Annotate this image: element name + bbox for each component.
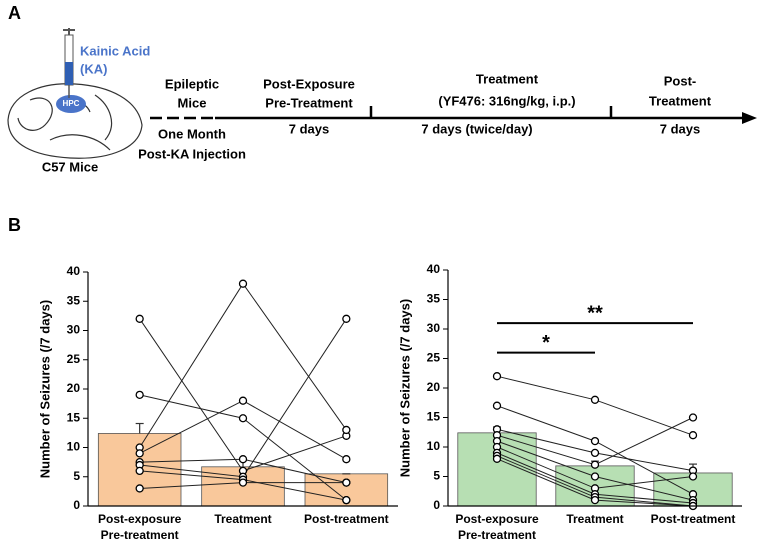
subject-point xyxy=(238,455,248,464)
subject-point xyxy=(590,495,600,505)
y-tick-label: 30 xyxy=(67,323,81,337)
syringe xyxy=(63,28,75,98)
mouse-label: C57 Mice xyxy=(42,159,98,174)
stage-time: 7 days (twice/day) xyxy=(421,121,532,136)
subject-point xyxy=(238,279,248,288)
panel-label: A xyxy=(8,3,21,23)
subject-point xyxy=(342,455,351,464)
y-tick-label: 20 xyxy=(427,380,441,394)
y-tick-label: 10 xyxy=(427,439,441,453)
subject-point xyxy=(590,436,600,446)
x-tick-label: Treatment xyxy=(566,512,623,526)
subject-point xyxy=(238,478,248,487)
stage-label: Post-Exposure xyxy=(263,76,355,91)
stage-label: (YF476: 316ng/kg, i.p.) xyxy=(438,93,575,108)
subject-point xyxy=(135,390,144,400)
stage-time: One Month xyxy=(158,126,226,141)
y-tick-label: 25 xyxy=(67,352,81,366)
x-tick-label: Post-treatment xyxy=(651,512,736,526)
x-tick-label: Post-treatment xyxy=(304,512,389,526)
y-tick-label: 10 xyxy=(67,440,81,454)
y-tick-label: 30 xyxy=(427,321,441,335)
x-tick-label: Post-exposure xyxy=(455,512,539,526)
y-tick-label: 5 xyxy=(433,469,440,483)
stage-label: Mice xyxy=(178,95,207,110)
hpc-label: HPC xyxy=(63,99,80,108)
subject-point xyxy=(492,401,502,410)
stage-time: 7 days xyxy=(289,121,329,136)
y-tick-label: 40 xyxy=(427,262,441,276)
y-tick-label: 25 xyxy=(427,351,441,365)
subject-line xyxy=(496,375,694,436)
stage-label: Epileptic xyxy=(165,76,219,91)
subject-point xyxy=(688,472,698,481)
stage-label: Pre-Treatment xyxy=(265,95,353,110)
subject-point xyxy=(342,495,351,505)
subject-point xyxy=(492,454,502,463)
brain-sketch xyxy=(7,83,143,159)
x-tick-label: Post-exposure xyxy=(98,512,182,526)
y-tick-label: 35 xyxy=(427,292,441,306)
subject-point xyxy=(492,372,502,381)
stage-label: Treatment xyxy=(649,93,712,108)
subject-point xyxy=(688,431,698,440)
subject-point xyxy=(590,395,600,404)
drug-label: Kainic Acid xyxy=(80,43,150,58)
timeline-arrow xyxy=(742,112,757,124)
x-tick-label: Treatment xyxy=(214,512,271,526)
subject-point xyxy=(238,414,248,423)
subject-point xyxy=(135,484,144,493)
subject-point xyxy=(342,478,351,487)
subject-point xyxy=(688,413,698,422)
subject-point xyxy=(590,472,600,481)
subject-point xyxy=(590,448,600,458)
subject-point xyxy=(135,314,144,323)
stage-time: Post-KA Injection xyxy=(138,146,246,161)
significance-label: * xyxy=(542,332,550,354)
y-tick-label: 40 xyxy=(67,264,81,278)
panel-label: B xyxy=(8,215,21,235)
drug-abbr: (KA) xyxy=(80,61,107,76)
significance-label: ** xyxy=(587,302,603,324)
subject-point xyxy=(135,466,144,476)
stage-label: Treatment xyxy=(476,71,539,86)
x-tick-label: Pre-treatment xyxy=(458,528,536,539)
subject-point xyxy=(342,314,351,323)
stage-label: Post- xyxy=(664,73,697,88)
y-axis-label: Number of Seizures (/7 days) xyxy=(37,300,52,478)
y-tick-label: 0 xyxy=(433,498,440,512)
subject-point xyxy=(238,396,248,405)
y-tick-label: 15 xyxy=(427,410,441,424)
x-tick-label: Pre-treatment xyxy=(101,528,179,539)
y-tick-label: 20 xyxy=(67,381,81,395)
stage-time: 7 days xyxy=(660,121,700,136)
y-tick-label: 35 xyxy=(67,293,81,307)
subject-point xyxy=(590,460,600,469)
hpc-region xyxy=(56,95,86,113)
y-tick-label: 15 xyxy=(67,410,81,424)
y-tick-label: 5 xyxy=(73,469,80,483)
subject-point xyxy=(342,425,351,435)
subject-point xyxy=(135,449,144,458)
y-tick-label: 0 xyxy=(73,498,80,512)
y-axis-label: Number of Seizures (/7 days) xyxy=(397,299,412,477)
